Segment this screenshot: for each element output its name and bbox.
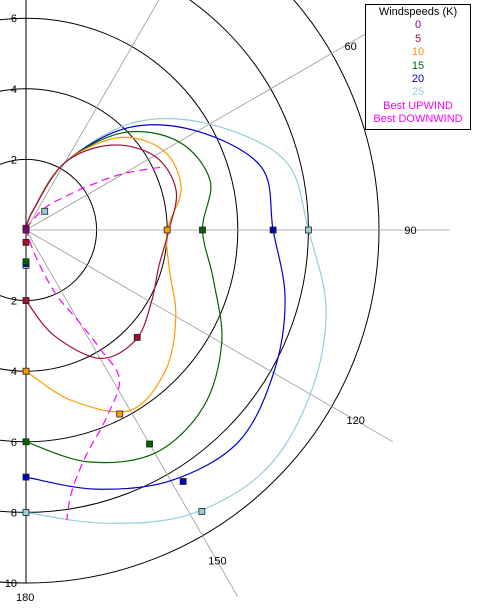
legend-item: Best DOWNWIND: [373, 113, 463, 126]
angle-tick-label: 90: [404, 225, 416, 237]
grid-spoke: [25, 0, 160, 231]
polar-curve-15: [25, 130, 223, 464]
polar-marker-5: [22, 297, 30, 305]
legend-item: Best UPWIND: [383, 99, 453, 112]
polar-marker-15: [22, 438, 30, 446]
legend-items: 0 5 10 15 20 25 Best UPWIND Best DOWNWIND: [366, 19, 470, 126]
angle-tick-label: 120: [347, 415, 365, 427]
grid-circle: [0, 0, 309, 513]
angle-tick-label: 60: [345, 41, 357, 53]
grid-spoke: [25, 229, 239, 598]
radial-tick-label: 2: [11, 296, 17, 308]
best-upwind-line: [25, 166, 161, 229]
legend-item: 0: [414, 19, 422, 32]
grid-spoke: [25, 229, 394, 443]
polar-marker-15: [146, 440, 153, 448]
angle-tick-label: 150: [208, 556, 226, 568]
polar-marker-20: [179, 478, 187, 485]
legend-item: 5: [414, 32, 422, 45]
legend-item: 10: [411, 46, 425, 59]
polar-marker-10: [163, 226, 171, 234]
radial-tick-label: 4: [11, 366, 17, 378]
polar-marker-20: [269, 226, 277, 234]
radial-tick-label: 6: [11, 13, 17, 25]
polar-marker-5: [133, 334, 141, 341]
grid-circle: [0, 0, 380, 584]
best-downwind-line: [25, 228, 121, 521]
legend-item: 20: [411, 73, 425, 86]
polar-marker-25: [304, 226, 312, 234]
radial-tick-label: 10: [5, 578, 17, 590]
radial-tick-label: 8: [11, 507, 17, 519]
polar-marker: [41, 207, 49, 215]
tick-labels: 6 4 2 2 4 6 8 10 60 90 120 150 180: [5, 13, 417, 604]
polar-marker: [22, 238, 30, 246]
legend-title: Windspeeds (K): [378, 6, 458, 18]
polar-marker-10: [22, 367, 30, 375]
legend: Windspeeds (K) 0 5 10 15 20 25 Best UPWIND Best…: [365, 4, 471, 130]
polar-marker: [22, 258, 30, 266]
polar-marker: [22, 226, 30, 234]
polar-curve-5: [25, 144, 178, 360]
angle-tick-label: 180: [16, 592, 34, 604]
polar-marker-20: [22, 473, 30, 481]
polar-marker-10: [116, 410, 124, 418]
polar-curve-20: [25, 124, 286, 490]
polar-marker-25: [198, 507, 206, 515]
legend-item: 15: [411, 59, 425, 72]
polar-marker-25: [22, 508, 30, 516]
radial-tick-label: 2: [11, 154, 17, 166]
radial-tick-label: 6: [11, 437, 17, 449]
polar-marker-15: [199, 226, 206, 234]
series-layer: [22, 117, 327, 524]
legend-item: 25: [411, 86, 425, 99]
radial-tick-label: 4: [11, 84, 17, 96]
